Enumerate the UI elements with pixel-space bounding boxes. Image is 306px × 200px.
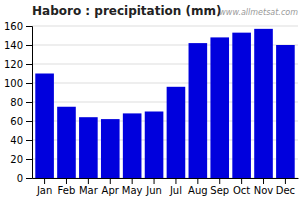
title: Haboro : precipitation (mm) (32, 4, 222, 18)
grid (32, 26, 298, 178)
x-tick-mark (241, 178, 242, 184)
y-tick-mark (26, 159, 32, 160)
y-axis-line (26, 27, 33, 179)
bar (210, 37, 229, 178)
grid-line (32, 26, 298, 27)
x-tick-mark (263, 178, 264, 184)
x-tick-mark (44, 178, 45, 184)
x-tick: Jan (36, 178, 52, 196)
bar (254, 29, 273, 178)
x-tick-label: May (122, 185, 143, 196)
x-tick-label: Jan (36, 185, 52, 196)
y-tick-mark (26, 121, 32, 122)
x-tick-mark (66, 178, 67, 184)
y-tick: 0 (17, 173, 32, 184)
y-tick-mark (26, 140, 32, 141)
x-tick: Jul (169, 178, 182, 196)
bar (189, 43, 208, 178)
x-tick-mark (219, 178, 220, 184)
x-tick-label: Apr (102, 185, 120, 196)
x-tick: Aug (188, 178, 208, 196)
x-tick-label: Mar (79, 185, 99, 196)
bar (167, 87, 186, 178)
x-axis: Jan FebMarAprMayJun Jul AugSep Oct NovDec (33, 178, 299, 196)
y-tick-label: 120 (4, 59, 23, 70)
y-axis: 0 20 40 60 80 100 120 140 160 (4, 21, 33, 184)
y-tick: 140 (4, 40, 32, 51)
x-tick: Apr (102, 178, 120, 196)
y-tick: 40 (10, 135, 32, 146)
y-tick-label: 20 (10, 154, 23, 165)
x-tick: Dec (276, 178, 295, 196)
y-tick: 120 (4, 59, 32, 70)
bar (276, 45, 295, 178)
x-tick-label: Jun (145, 185, 162, 196)
y-tick-mark (26, 45, 32, 46)
x-tick-mark (110, 178, 111, 184)
y-tick-label: 80 (10, 97, 23, 108)
x-tick-mark (285, 178, 286, 184)
y-tick-label: 0 (17, 173, 23, 184)
x-tick-label: Oct (233, 185, 250, 196)
x-tick-mark (88, 178, 89, 184)
chart: 020406080100120140160JanFebMarAprMayJunJ… (0, 0, 306, 200)
y-tick-mark (26, 83, 32, 84)
bar (123, 113, 142, 178)
x-tick: May (122, 178, 143, 196)
x-tick-label: Sep (210, 185, 229, 196)
x-tick-label: Jul (169, 185, 182, 196)
watermark: www.allmetsat.com (219, 8, 298, 17)
y-tick-mark (26, 64, 32, 65)
y-tick-label: 160 (4, 21, 23, 32)
x-tick-mark (154, 178, 155, 184)
x-tick: Nov (254, 178, 274, 196)
x-axis-line (33, 178, 299, 179)
x-tick: Feb (58, 178, 76, 196)
x-tick-mark (197, 178, 198, 184)
y-tick-mark (26, 26, 32, 27)
y-tick: 20 (10, 154, 32, 165)
bar (145, 112, 164, 179)
x-tick-mark (132, 178, 133, 184)
bar (57, 107, 76, 178)
x-tick-label: Nov (254, 185, 274, 196)
y-tick: 160 (4, 21, 32, 32)
bar (79, 117, 98, 178)
y-tick-label: 100 (4, 78, 23, 89)
y-tick-mark (26, 178, 32, 179)
x-tick-mark (175, 178, 176, 184)
x-tick: Oct (233, 178, 250, 196)
y-tick-mark (26, 102, 32, 103)
x-tick: Jun (145, 178, 162, 196)
y-tick: 100 (4, 78, 32, 89)
y-tick: 80 (10, 97, 32, 108)
y-tick-label: 60 (10, 116, 23, 127)
y-tick-label: 140 (4, 40, 23, 51)
plot: 020406080100120140160JanFebMarAprMayJunJ… (4, 21, 299, 196)
y-tick-label: 40 (10, 135, 23, 146)
bars (35, 29, 294, 178)
x-tick-label: Aug (188, 185, 208, 196)
x-tick-label: Feb (58, 185, 76, 196)
x-tick: Mar (79, 178, 99, 196)
x-tick-label: Dec (276, 185, 295, 196)
y-tick: 60 (10, 116, 32, 127)
bar (101, 119, 120, 178)
bar (232, 33, 251, 178)
x-tick: Sep (210, 178, 229, 196)
bar (35, 74, 54, 179)
